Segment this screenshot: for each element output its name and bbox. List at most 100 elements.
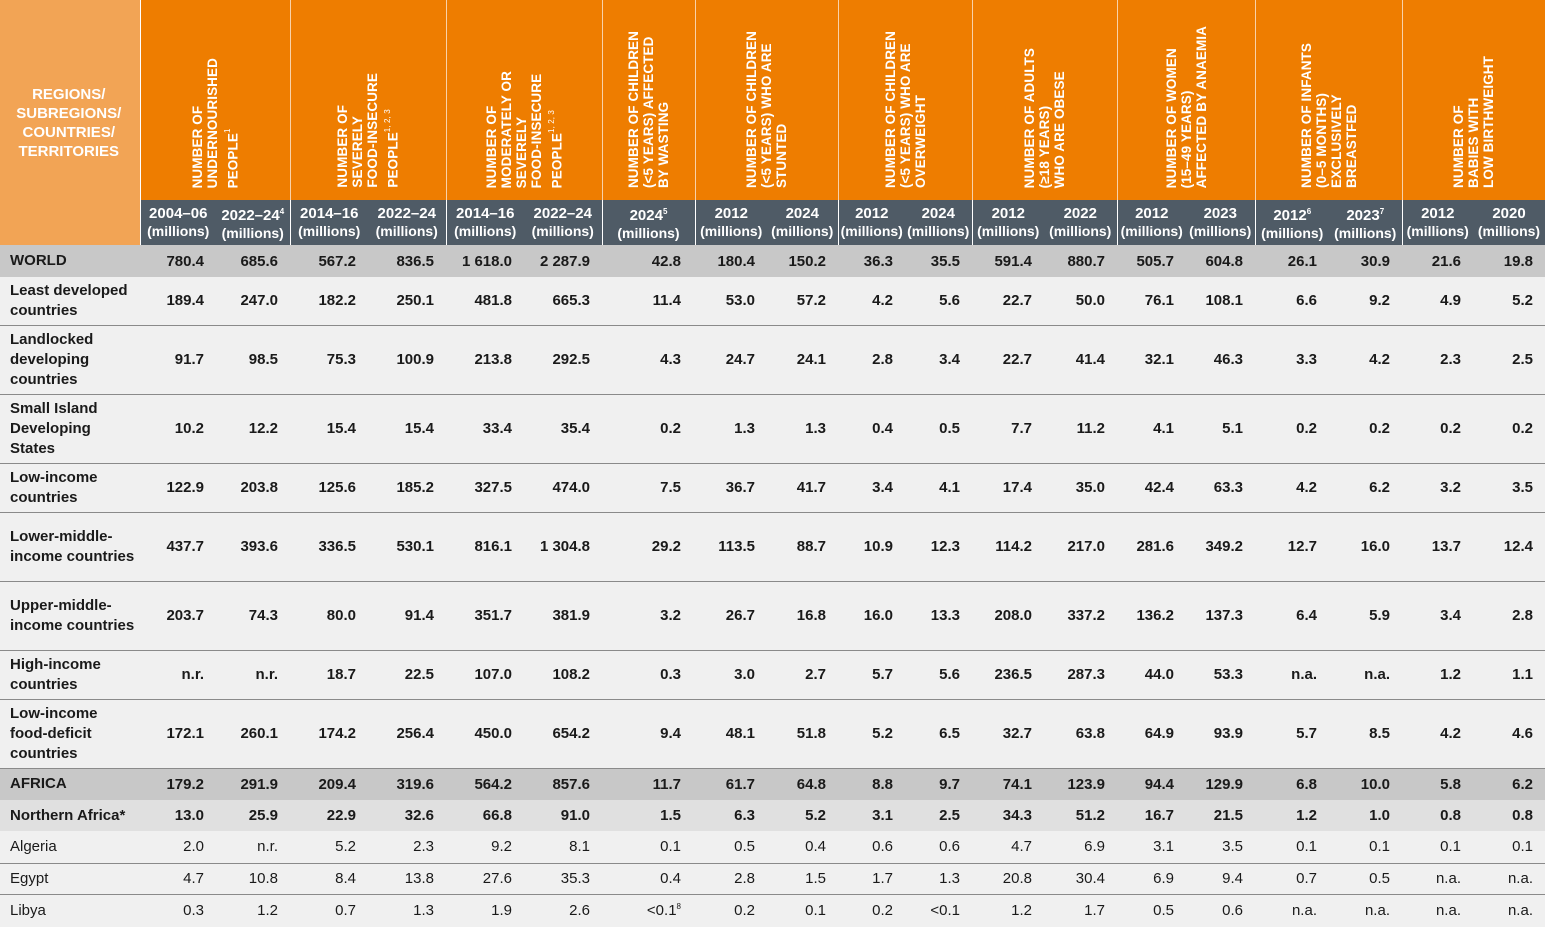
table-cell: 35.5 xyxy=(905,245,972,277)
table-cell: 41.4 xyxy=(1044,325,1117,395)
table-cell: 16.0 xyxy=(1329,512,1402,582)
table-cell: 74.1 xyxy=(972,768,1044,800)
table-cell: 57.2 xyxy=(767,277,838,326)
table-cell: 172.1 xyxy=(140,699,216,769)
table-cell: 16.0 xyxy=(838,581,905,651)
table-body: WORLD 780.4 685.6 567.2 836.5 1 618.0 2 287.9 4… xyxy=(0,245,1545,927)
table-cell: 505.7 xyxy=(1117,245,1186,277)
table-cell: 189.4 xyxy=(140,277,216,326)
table-cell: 9.2 xyxy=(446,831,524,864)
regions-header-label: REGIONS/SUBREGIONS/COUNTRIES/TERRITORIES xyxy=(16,85,122,160)
table-cell: n.a. xyxy=(1329,894,1402,927)
table-cell: 6.8 xyxy=(1255,768,1329,800)
column-subheader: 2022–244 (millions) xyxy=(216,200,291,245)
table-cell: 53.3 xyxy=(1186,650,1255,700)
table-cell: 17.4 xyxy=(972,463,1044,513)
table-cell: 4.2 xyxy=(1402,699,1473,769)
table-cell: n.a. xyxy=(1329,650,1402,700)
column-group-header: NUMBER OF INFANTS (0–5 MONTHS) EXCLUSIVE… xyxy=(1255,0,1403,200)
table-cell: 136.2 xyxy=(1117,581,1186,651)
column-group-header: NUMBER OF CHILDREN (<5 YEARS) WHO ARE ST… xyxy=(695,0,839,200)
table-cell: 107.0 xyxy=(446,650,524,700)
table-cell: n.a. xyxy=(1402,894,1473,927)
table-cell: 1.2 xyxy=(1402,650,1473,700)
table-row: WORLD 780.4 685.6 567.2 836.5 1 618.0 2 287.9 4… xyxy=(0,245,1545,277)
table-cell: 50.0 xyxy=(1044,277,1117,326)
table-cell: 22.9 xyxy=(290,800,368,831)
table-cell: 0.8 xyxy=(1473,800,1545,831)
table-row: High-income countries n.r. n.r. 18.7 22.5 107… xyxy=(0,650,1545,700)
column-year: 2024 xyxy=(921,205,955,222)
table-cell: 393.6 xyxy=(216,512,290,582)
column-unit: (millions) xyxy=(298,223,361,239)
table-cell: n.a. xyxy=(1473,894,1545,927)
table-cell: 41.7 xyxy=(767,463,838,513)
table-cell: 0.2 xyxy=(838,894,905,927)
column-subheader: 2014–16 (millions) xyxy=(446,200,524,245)
table-cell: 2.5 xyxy=(905,800,972,831)
table-cell: 3.0 xyxy=(695,650,767,700)
table-cell: 0.1 xyxy=(1255,831,1329,864)
table-cell: n.r. xyxy=(216,650,290,700)
table-row: Low-income countries 122.9 203.8 125.6 185.2… xyxy=(0,463,1545,513)
table-cell: 567.2 xyxy=(290,245,368,277)
row-label: Small Island Developing States xyxy=(0,394,140,464)
table-cell: 30.4 xyxy=(1044,863,1117,895)
column-unit: (millions) xyxy=(617,225,680,241)
column-year: 2012 xyxy=(991,205,1025,222)
table-cell: 291.9 xyxy=(216,768,290,800)
column-subheader: 2022–24 (millions) xyxy=(368,200,447,245)
table-cell: 5.9 xyxy=(1329,581,1402,651)
column-year: 20245 xyxy=(629,207,668,224)
table-cell: 1.2 xyxy=(216,894,290,927)
table-cell: 108.1 xyxy=(1186,277,1255,326)
column-year: 2020 xyxy=(1492,205,1526,222)
column-group-title: NUMBER OF SEVERELY FOOD-INSECURE PEOPLE1… xyxy=(335,73,401,188)
table-cell: 32.6 xyxy=(368,800,446,831)
table-row: Northern Africa* 13.0 25.9 22.9 32.6 66.8 91.0… xyxy=(0,800,1545,831)
table-cell: 24.1 xyxy=(767,325,838,395)
table-cell: 25.9 xyxy=(216,800,290,831)
table-cell: 2.8 xyxy=(1473,581,1545,651)
column-year: 2014–16 xyxy=(456,205,515,222)
table-cell: 1.2 xyxy=(1255,800,1329,831)
table-cell: 2.5 xyxy=(1473,325,1545,395)
table-cell: 2.8 xyxy=(838,325,905,395)
table-cell: n.r. xyxy=(140,650,216,700)
table-cell: 6.9 xyxy=(1117,863,1186,895)
table-cell: 3.5 xyxy=(1186,831,1255,864)
table-cell: 0.2 xyxy=(695,894,767,927)
table-cell: 10.9 xyxy=(838,512,905,582)
table-cell: 48.1 xyxy=(695,699,767,769)
table-row: AFRICA 179.2 291.9 209.4 319.6 564.2 857.6 11.7… xyxy=(0,768,1545,800)
column-group-title: NUMBER OF CHILDREN (<5 YEARS) AFFECTED B… xyxy=(626,30,671,188)
table-cell: <0.1 xyxy=(905,894,972,927)
table-cell: 0.4 xyxy=(838,394,905,464)
table-row: Small Island Developing States 10.2 12.2 15… xyxy=(0,394,1545,464)
column-unit: (millions) xyxy=(1477,223,1541,239)
column-unit: (millions) xyxy=(375,223,438,239)
column-unit: (millions) xyxy=(977,223,1040,239)
table-cell: 15.4 xyxy=(368,394,446,464)
table-cell: 8.1 xyxy=(524,831,602,864)
table-cell: 11.4 xyxy=(602,277,695,326)
table-cell: 22.7 xyxy=(972,325,1044,395)
table-cell: 5.2 xyxy=(1473,277,1545,326)
table-cell: 1 304.8 xyxy=(524,512,602,582)
table-cell: 3.5 xyxy=(1473,463,1545,513)
column-unit: (millions) xyxy=(1334,225,1397,241)
table-cell: 26.1 xyxy=(1255,245,1329,277)
column-group-header: NUMBER OF CHILDREN (<5 YEARS) WHO ARE OV… xyxy=(838,0,973,200)
table-cell: <0.18 xyxy=(602,894,695,927)
table-cell: 125.6 xyxy=(290,463,368,513)
column-group-header: NUMBER OF BABIES WITH LOW BIRTHWEIGHT xyxy=(1402,0,1545,200)
table-cell: 780.4 xyxy=(140,245,216,277)
column-subheader: 2022 (millions) xyxy=(1044,200,1118,245)
table-cell: 179.2 xyxy=(140,768,216,800)
table-cell: 604.8 xyxy=(1186,245,1255,277)
column-subheader: 2014–16 (millions) xyxy=(290,200,368,245)
column-group-title: NUMBER OF ADULTS (≥18 YEARS) WHO ARE OBE… xyxy=(1022,47,1067,188)
table-cell: 8.5 xyxy=(1329,699,1402,769)
table-cell: 5.2 xyxy=(290,831,368,864)
